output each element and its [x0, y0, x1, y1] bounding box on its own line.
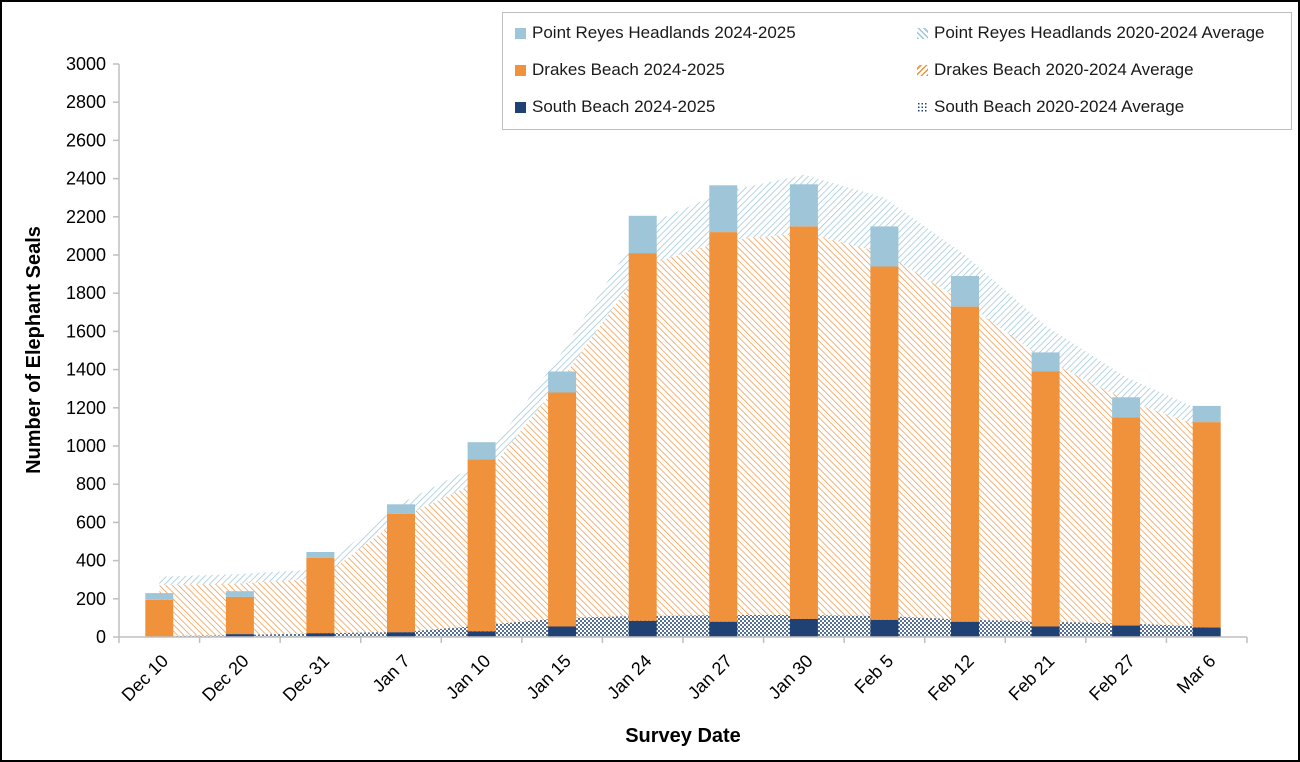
- bar-segment: [225, 596, 254, 635]
- legend-swatch-hatch-orange-icon: [917, 64, 928, 76]
- bar-segment: [789, 618, 818, 637]
- bar-segment: [789, 184, 818, 227]
- legend-swatch-solid-lightblue-icon: [515, 27, 526, 39]
- svg-text:Dec 20: Dec 20: [198, 651, 252, 705]
- legend-label: Drakes Beach 2020-2024 Average: [934, 60, 1194, 79]
- bar-segment: [1192, 405, 1221, 423]
- bar-segment: [789, 226, 818, 619]
- bar-segment: [306, 552, 335, 558]
- bar-segment: [1112, 417, 1141, 626]
- bar-segment: [467, 631, 496, 637]
- legend-label: Drakes Beach 2024-2025: [532, 60, 725, 79]
- svg-text:1800: 1800: [66, 283, 106, 303]
- legend-item-prh-average: Point Reyes Headlands 2020-2024 Average: [917, 22, 1281, 44]
- svg-text:Feb 12: Feb 12: [924, 651, 978, 705]
- bar-segment: [870, 226, 899, 267]
- svg-text:2000: 2000: [66, 245, 106, 265]
- bar-segment: [467, 442, 496, 460]
- svg-text:Feb 27: Feb 27: [1085, 651, 1139, 705]
- bar-segment: [548, 371, 577, 393]
- svg-text:Feb 21: Feb 21: [1005, 651, 1059, 705]
- bar-segment: [628, 620, 657, 637]
- svg-text:Jan 15: Jan 15: [523, 651, 575, 703]
- svg-text:0: 0: [96, 627, 106, 647]
- svg-text:3000: 3000: [66, 54, 106, 74]
- bar-segment: [225, 591, 254, 597]
- y-axis-title: Number of Elephant Seals: [23, 226, 45, 474]
- svg-text:2800: 2800: [66, 92, 106, 112]
- current-season-bar-layer: [145, 184, 1221, 637]
- bar-segment: [145, 593, 174, 600]
- svg-text:2400: 2400: [66, 169, 106, 189]
- bar-segment: [548, 626, 577, 637]
- legend-item-south-current: South Beach 2024-2025: [515, 96, 913, 118]
- legend-item-prh-current: Point Reyes Headlands 2024-2025: [515, 22, 913, 44]
- svg-text:Jan 24: Jan 24: [603, 651, 655, 703]
- svg-text:Jan 30: Jan 30: [764, 651, 816, 703]
- svg-text:1400: 1400: [66, 360, 106, 380]
- average-area-layer: [159, 174, 1207, 638]
- bar-segment: [951, 276, 979, 307]
- svg-text:1600: 1600: [66, 321, 106, 341]
- bar-segment: [870, 266, 899, 620]
- bar-segment: [1031, 626, 1060, 637]
- svg-text:Jan 10: Jan 10: [442, 651, 494, 703]
- svg-text:600: 600: [76, 512, 106, 532]
- bar-segment: [951, 306, 979, 622]
- svg-text:200: 200: [76, 589, 106, 609]
- bar-segment: [306, 557, 335, 634]
- svg-text:1200: 1200: [66, 398, 106, 418]
- legend: Point Reyes Headlands 2024-2025 Point Re…: [502, 12, 1292, 130]
- legend-label: South Beach 2020-2024 Average: [934, 97, 1185, 116]
- bar-segment: [387, 504, 415, 514]
- svg-text:1000: 1000: [66, 436, 106, 456]
- bar-segment: [1112, 397, 1141, 418]
- svg-text:Jan 7: Jan 7: [369, 651, 414, 696]
- bar-segment: [145, 599, 174, 637]
- svg-text:Feb 5: Feb 5: [851, 651, 898, 698]
- svg-text:800: 800: [76, 474, 106, 494]
- bar-segment: [387, 632, 415, 637]
- svg-text:2200: 2200: [66, 207, 106, 227]
- svg-text:Mar 6: Mar 6: [1173, 651, 1220, 698]
- bar-segment: [1192, 627, 1221, 637]
- svg-text:2600: 2600: [66, 130, 106, 150]
- svg-text:Dec 31: Dec 31: [279, 651, 333, 705]
- bar-segment: [628, 215, 657, 253]
- svg-text:Jan 27: Jan 27: [684, 651, 736, 703]
- bar-segment: [1192, 422, 1221, 628]
- legend-label: Point Reyes Headlands 2024-2025: [532, 23, 796, 42]
- legend-label: South Beach 2024-2025: [532, 97, 716, 116]
- bar-segment: [1112, 625, 1141, 637]
- bar-segment: [1031, 371, 1060, 627]
- legend-item-south-average: South Beach 2020-2024 Average: [917, 96, 1281, 118]
- bar-segment: [1031, 352, 1060, 372]
- legend-item-drakes-average: Drakes Beach 2020-2024 Average: [917, 59, 1281, 81]
- bar-segment: [467, 459, 496, 632]
- legend-swatch-solid-navy-icon: [515, 101, 526, 113]
- legend-swatch-hatch-lightblue-icon: [917, 27, 928, 39]
- bar-segment: [225, 634, 254, 637]
- bar-segment: [387, 513, 415, 633]
- bar-segment: [548, 392, 577, 627]
- legend-swatch-dots-navy-icon: [917, 101, 928, 113]
- bar-segment: [306, 633, 335, 637]
- x-axis-title: Survey Date: [625, 725, 741, 747]
- bar-segment: [870, 619, 899, 637]
- legend-label: Point Reyes Headlands 2020-2024 Average: [934, 23, 1265, 42]
- bar-segment: [709, 232, 738, 622]
- bar-segment: [709, 185, 738, 233]
- bar-segment: [709, 621, 738, 637]
- legend-swatch-solid-orange-icon: [515, 64, 526, 76]
- svg-text:400: 400: [76, 551, 106, 571]
- bar-segment: [951, 621, 979, 637]
- bar-segment: [628, 253, 657, 621]
- legend-item-drakes-current: Drakes Beach 2024-2025: [515, 59, 913, 81]
- svg-text:Dec 10: Dec 10: [118, 651, 172, 705]
